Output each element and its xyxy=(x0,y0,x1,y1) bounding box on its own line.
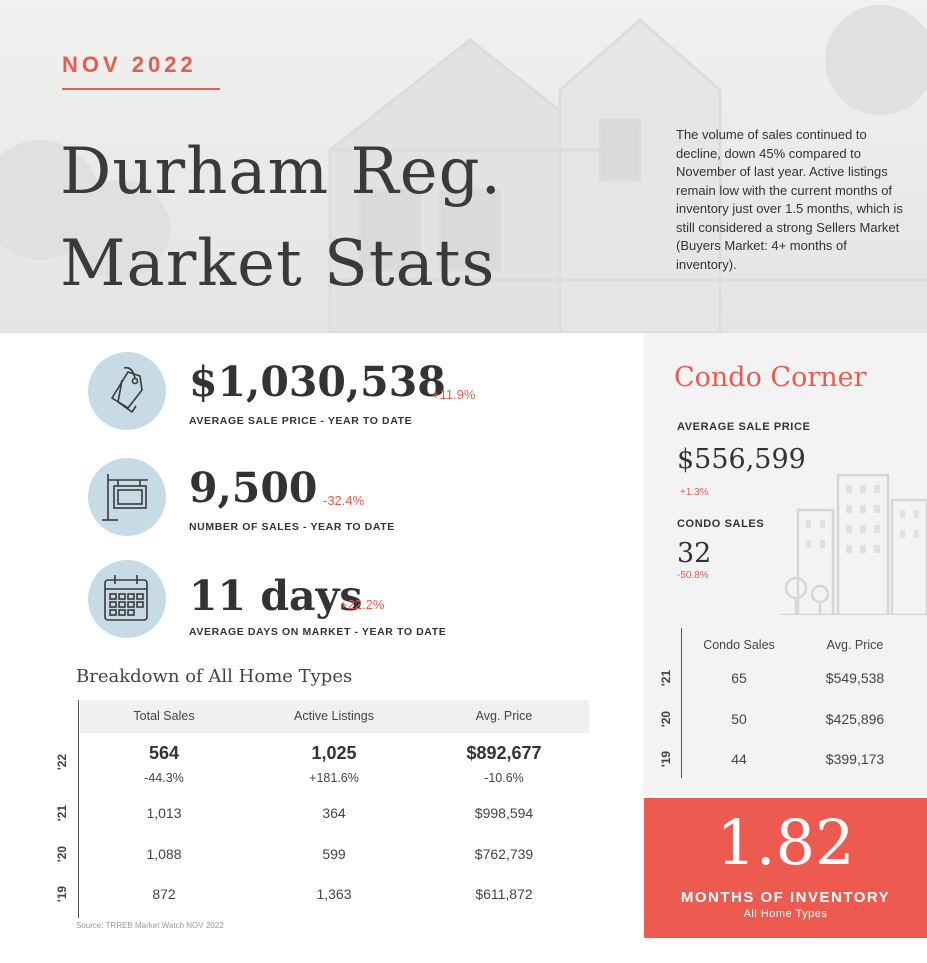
table-cell-active-listings: 364 xyxy=(322,805,346,821)
table-cell-active-listings-change: +181.6% xyxy=(309,771,359,785)
year-label: '19 xyxy=(659,750,674,768)
condo-avg-price-label: AVERAGE SALE PRICE xyxy=(677,421,811,433)
house-background-image xyxy=(0,5,927,333)
table-cell-condo-sales: 50 xyxy=(731,711,747,727)
table-cell-condo-sales: 44 xyxy=(731,751,747,767)
market-summary-text: The volume of sales continued to decline… xyxy=(676,127,903,272)
table-cell-avg-price-change: -10.6% xyxy=(484,771,524,785)
year-label: '22 xyxy=(55,753,70,771)
column-header-total-sales: Total Sales xyxy=(133,709,195,723)
breakdown-header-row xyxy=(80,700,589,733)
months-of-inventory-label: MONTHS OF INVENTORY xyxy=(680,889,891,906)
table-cell-total-sales: 564 xyxy=(148,743,180,763)
hero-banner: NOV 2022 Durham Reg. Market Stats The vo… xyxy=(0,0,927,333)
date-underline xyxy=(62,88,220,90)
table-cell-total-sales: 1,013 xyxy=(146,805,182,821)
table-cell-condo-sales: 65 xyxy=(731,670,747,686)
table-cell-total-sales: 872 xyxy=(152,886,176,902)
source-note: Source: TRREB Market Watch NOV 2022 xyxy=(76,921,224,930)
table-cell-condo-price: $425,896 xyxy=(825,711,885,727)
kpi-label: AVERAGE SALE PRICE - YEAR TO DATE xyxy=(189,415,413,427)
kpi-label: NUMBER OF SALES - YEAR TO DATE xyxy=(189,521,395,533)
page-title-line-1: Durham Reg. xyxy=(60,135,502,209)
table-cell-active-listings: 1,363 xyxy=(316,886,352,902)
condo-sales-change: -50.8% xyxy=(677,570,709,581)
condo-avg-price-value: $556,599 xyxy=(677,444,806,475)
table-cell-active-listings: 1,025 xyxy=(311,743,357,763)
table-cell-avg-price: $762,739 xyxy=(474,846,534,862)
year-label: '21 xyxy=(659,669,674,687)
table-cell-total-sales: 1,088 xyxy=(146,846,182,862)
condo-table-axis-line xyxy=(681,628,682,778)
kpi-label: AVERAGE DAYS ON MARKET - YEAR TO DATE xyxy=(189,626,447,638)
page-title-line-2: Market Stats xyxy=(60,227,496,301)
report-date: NOV 2022 xyxy=(62,52,197,77)
year-label: '21 xyxy=(55,804,70,822)
condo-panel xyxy=(643,333,927,796)
column-header-avg-price: Avg. Price xyxy=(475,709,533,723)
kpi-value: 11 days xyxy=(189,572,363,620)
kpi-change: -32.4% xyxy=(323,493,365,508)
column-header-condo-avg-price: Avg. Price xyxy=(826,638,884,652)
kpi-value: 9,500 xyxy=(189,464,318,512)
table-cell-avg-price: $998,594 xyxy=(474,805,534,821)
condo-sales-value: 32 xyxy=(677,538,712,569)
table-cell-total-sales-change: -44.3% xyxy=(144,771,184,785)
condo-corner-title: Condo Corner xyxy=(674,362,867,393)
city-buildings-icon xyxy=(780,473,927,615)
condo-sales-label: CONDO SALES xyxy=(677,518,765,530)
column-header-condo-sales: Condo Sales xyxy=(703,638,775,652)
kpi-value: $1,030,538 xyxy=(189,358,446,406)
breakdown-axis-line xyxy=(78,700,79,918)
year-label: '20 xyxy=(659,710,674,728)
months-of-inventory-value: 1.82 xyxy=(716,806,855,879)
for-sale-sign-icon xyxy=(88,458,166,536)
year-label: '20 xyxy=(55,845,70,863)
table-cell-condo-price: $399,173 xyxy=(825,751,885,767)
column-header-active-listings: Active Listings xyxy=(294,709,374,723)
calendar-icon xyxy=(88,560,166,638)
kpi-change: +11.9% xyxy=(432,387,476,402)
condo-avg-price-change: +1.3% xyxy=(680,487,709,498)
table-cell-condo-price: $549,538 xyxy=(825,670,885,686)
kpi-change: +22.2% xyxy=(340,597,385,612)
year-label: '19 xyxy=(55,885,70,903)
table-cell-avg-price: $892,677 xyxy=(466,743,542,763)
table-cell-active-listings: 599 xyxy=(322,846,346,862)
months-of-inventory-box: 1.82 MONTHS OF INVENTORY All Home Types xyxy=(644,798,927,938)
table-cell-avg-price: $611,872 xyxy=(475,886,533,902)
months-of-inventory-subtitle: All Home Types xyxy=(743,908,828,920)
breakdown-title: Breakdown of All Home Types xyxy=(76,666,353,687)
price-tag-icon xyxy=(88,352,166,430)
